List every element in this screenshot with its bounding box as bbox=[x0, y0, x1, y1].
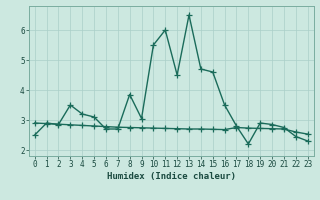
X-axis label: Humidex (Indice chaleur): Humidex (Indice chaleur) bbox=[107, 172, 236, 181]
